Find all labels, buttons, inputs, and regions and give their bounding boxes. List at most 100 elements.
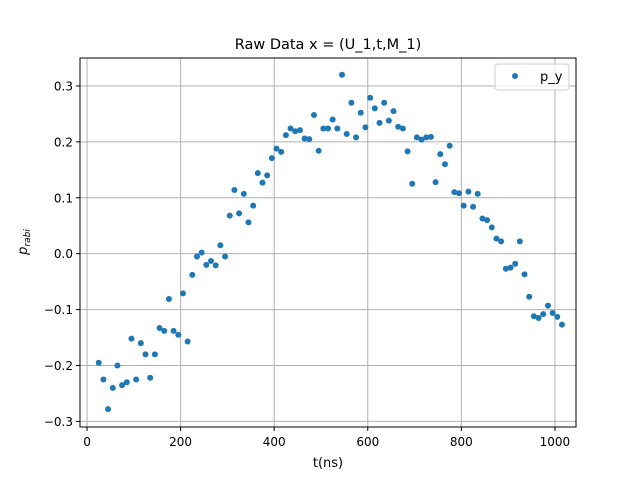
- data-point: [165, 295, 172, 302]
- data-point: [128, 335, 135, 342]
- data-point: [399, 125, 406, 132]
- data-point: [245, 219, 252, 226]
- data-point: [329, 116, 336, 123]
- data-point: [544, 302, 551, 309]
- data-point: [217, 242, 224, 249]
- x-axis-ticks: 0 200 400 600 800 1000: [83, 427, 570, 449]
- y-tick-label: −0.3: [44, 415, 73, 429]
- data-point: [385, 117, 392, 124]
- data-point: [488, 224, 495, 231]
- axes-frame: [79, 57, 577, 428]
- x-tick-label: 800: [450, 435, 473, 449]
- data-point: [451, 189, 458, 196]
- data-point: [306, 136, 313, 143]
- data-point: [521, 271, 528, 278]
- y-tick-label: 0.0: [54, 247, 73, 261]
- data-point: [339, 71, 346, 78]
- data-point: [432, 179, 439, 186]
- data-point: [114, 362, 121, 369]
- data-point: [479, 215, 486, 222]
- data-point: [507, 264, 514, 271]
- data-point: [259, 179, 266, 186]
- data-point: [465, 188, 472, 195]
- data-point: [357, 109, 364, 116]
- data-point: [315, 147, 322, 154]
- data-point: [268, 155, 275, 162]
- data-point: [292, 128, 299, 135]
- data-point: [441, 161, 448, 168]
- data-point: [376, 119, 383, 126]
- y-tick-label: −0.2: [44, 359, 73, 373]
- data-point: [353, 134, 360, 141]
- data-point: [179, 290, 186, 297]
- y-axis-label-main: p: [16, 247, 31, 256]
- data-point: [296, 127, 303, 134]
- legend-label: p_y: [540, 70, 563, 85]
- data-point: [530, 313, 537, 320]
- data-point: [133, 376, 140, 383]
- data-point: [348, 99, 355, 106]
- data-point: [409, 180, 416, 187]
- data-point: [554, 313, 561, 320]
- data-point: [498, 238, 505, 245]
- data-point: [161, 327, 168, 334]
- data-point: [222, 253, 229, 260]
- data-point: [470, 203, 477, 210]
- data-point: [540, 311, 547, 318]
- legend-marker: [512, 73, 518, 79]
- data-point: [516, 238, 523, 245]
- data-point: [418, 136, 425, 143]
- y-tick-label: 0.1: [54, 191, 73, 205]
- y-axis-label: prabi: [16, 229, 33, 256]
- x-tick-label: 200: [169, 435, 192, 449]
- data-point: [212, 262, 219, 269]
- data-point: [526, 293, 533, 300]
- data-point: [446, 142, 453, 149]
- y-axis-ticks: −0.3 −0.2 −0.1 0.0 0.1 0.2 0.3: [44, 79, 80, 429]
- data-point: [493, 235, 500, 242]
- data-point: [367, 94, 374, 101]
- data-point: [301, 135, 308, 142]
- data-point: [535, 314, 542, 321]
- y-tick-label: −0.1: [44, 303, 73, 317]
- data-point: [320, 125, 327, 132]
- data-point: [273, 145, 280, 152]
- data-point: [287, 125, 294, 132]
- data-point: [334, 125, 341, 132]
- y-tick-label: 0.3: [54, 79, 73, 93]
- data-point: [474, 190, 481, 197]
- data-point: [549, 309, 556, 316]
- data-point: [175, 331, 182, 338]
- legend: p_y: [494, 63, 570, 91]
- data-point: [170, 327, 177, 334]
- data-point: [282, 132, 289, 139]
- data-point: [502, 265, 509, 272]
- data-point: [254, 170, 261, 177]
- data-point: [142, 351, 149, 358]
- data-point: [343, 131, 350, 138]
- data-point: [390, 108, 397, 115]
- data-point: [156, 325, 163, 332]
- data-point: [427, 133, 434, 140]
- data-point: [325, 125, 331, 132]
- data-point: [381, 99, 388, 106]
- data-point: [456, 190, 463, 197]
- data-point: [484, 217, 491, 224]
- data-point: [189, 271, 196, 278]
- x-tick-label: 1000: [540, 435, 571, 449]
- data-point: [100, 376, 107, 383]
- data-point: [413, 134, 420, 141]
- data-point: [278, 148, 285, 155]
- legend-box: [494, 63, 570, 91]
- data-point: [119, 382, 126, 389]
- data-point: [558, 321, 565, 328]
- data-point: [137, 340, 144, 347]
- data-point: [310, 112, 317, 119]
- x-tick-label: 0: [83, 435, 91, 449]
- data-point: [231, 186, 238, 193]
- data-point: [95, 359, 102, 366]
- data-point: [512, 260, 519, 267]
- data-point: [362, 124, 369, 131]
- data-point: [226, 212, 233, 219]
